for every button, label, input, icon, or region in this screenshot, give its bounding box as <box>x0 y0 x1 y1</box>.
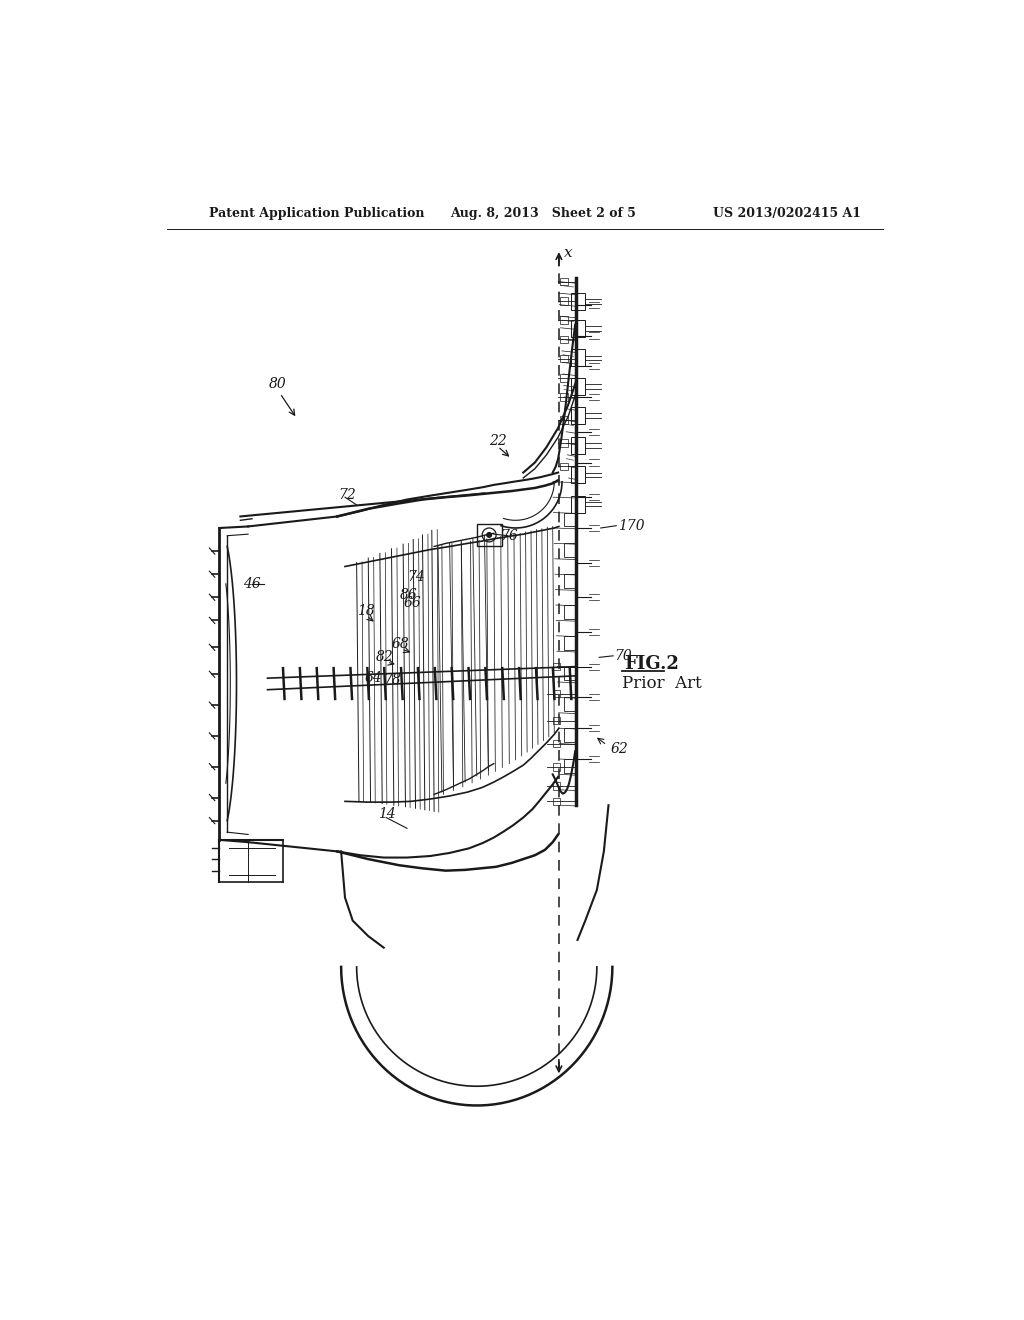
Bar <box>553 663 560 671</box>
Bar <box>563 697 575 711</box>
Text: 86: 86 <box>400 587 418 602</box>
Bar <box>560 393 568 401</box>
Text: 72: 72 <box>339 488 356 502</box>
Circle shape <box>486 532 492 537</box>
Bar <box>563 544 575 557</box>
Bar <box>560 416 568 424</box>
Text: 80: 80 <box>269 378 287 391</box>
Text: US 2013/0202415 A1: US 2013/0202415 A1 <box>713 207 861 220</box>
Bar <box>563 605 575 619</box>
Text: 46: 46 <box>243 577 260 591</box>
Text: 70: 70 <box>614 649 633 663</box>
Text: 74: 74 <box>408 569 426 583</box>
Bar <box>560 374 568 381</box>
Text: Aug. 8, 2013   Sheet 2 of 5: Aug. 8, 2013 Sheet 2 of 5 <box>450 207 636 220</box>
Text: 76: 76 <box>501 529 518 543</box>
Bar <box>563 759 575 774</box>
Bar <box>553 717 560 725</box>
Bar <box>560 355 568 363</box>
Text: FIG.2: FIG.2 <box>624 655 679 673</box>
Bar <box>553 689 560 697</box>
Bar <box>571 378 586 395</box>
Bar <box>560 277 568 285</box>
Text: x: x <box>564 246 573 260</box>
Text: 68: 68 <box>391 636 410 651</box>
Bar <box>563 729 575 742</box>
Bar <box>477 524 502 545</box>
Bar <box>563 667 575 681</box>
Bar <box>563 636 575 649</box>
Text: 22: 22 <box>489 434 507 447</box>
Text: Prior  Art: Prior Art <box>623 675 702 692</box>
Text: Patent Application Publication: Patent Application Publication <box>209 207 425 220</box>
Bar <box>571 293 586 310</box>
Text: 18: 18 <box>357 605 375 618</box>
Text: 82: 82 <box>376 649 394 664</box>
Text: 14: 14 <box>378 808 395 821</box>
Bar <box>560 462 568 470</box>
Bar <box>571 496 586 512</box>
Bar <box>563 512 575 527</box>
Bar <box>571 466 586 483</box>
Bar <box>560 335 568 343</box>
Bar <box>553 797 560 805</box>
Bar <box>560 317 568 323</box>
Bar <box>553 739 560 747</box>
Bar <box>553 763 560 771</box>
Bar <box>560 440 568 447</box>
Bar <box>571 407 586 424</box>
Bar <box>571 350 586 367</box>
Text: 78: 78 <box>384 673 401 686</box>
Bar <box>553 781 560 789</box>
Bar <box>571 437 586 454</box>
Text: 62: 62 <box>611 742 629 756</box>
Bar <box>560 297 568 305</box>
Bar <box>563 574 575 589</box>
Text: 66: 66 <box>403 595 422 610</box>
Text: 170: 170 <box>617 519 644 533</box>
Text: 64: 64 <box>365 671 382 685</box>
Bar <box>571 321 586 337</box>
